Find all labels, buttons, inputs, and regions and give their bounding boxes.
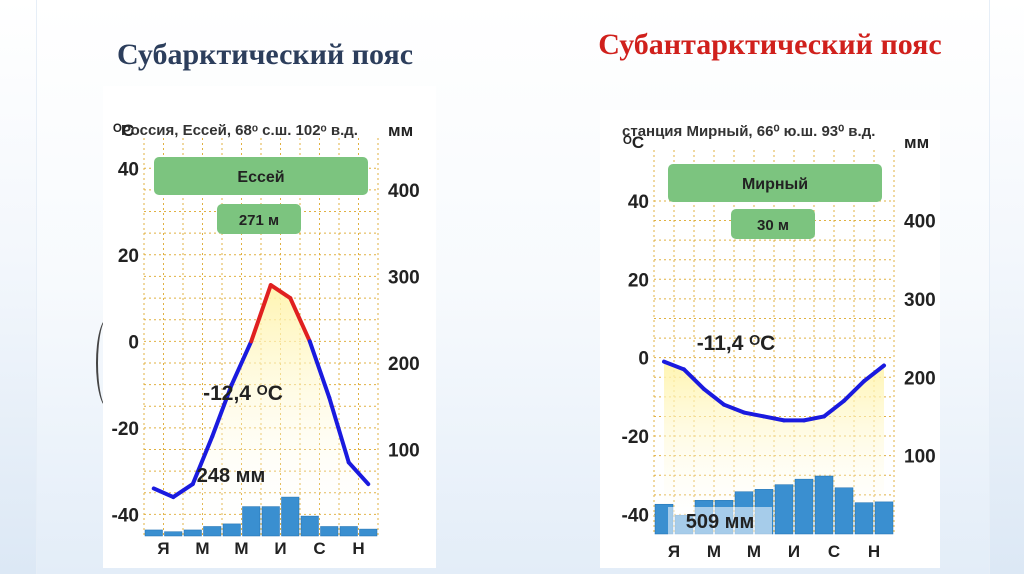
precip-axis-unit: мм [388, 121, 413, 140]
elevation-label-box [217, 204, 301, 234]
station-name: Мирный [742, 176, 808, 193]
month-label: Н [868, 542, 880, 561]
temp-line-positive-segment [288, 296, 312, 344]
month-label: М [707, 542, 721, 561]
month-label: М [747, 542, 761, 561]
climate-chart-mirny: станция Мирный, 66⁰ ю.ш. 93⁰ в.д. ᴼC мм 40 2… [600, 110, 940, 568]
month-label: Я [668, 542, 680, 561]
temp-tick-label: -20 [622, 427, 649, 448]
temp-line-segment [842, 379, 866, 403]
precip-bar [854, 502, 874, 535]
climate-chart-essey: Россия, Ессей, 68ᵒ с.ш. 102ᵒ в.д. ᴼC мм 40 2… [103, 86, 436, 568]
temp-axis-unit: ᴼC [113, 121, 134, 140]
temp-line-segment [722, 402, 746, 415]
precip-bar [300, 515, 319, 537]
precip-bar [834, 487, 854, 535]
temp-line-segment [762, 414, 786, 423]
elevation-label: 271 м [239, 212, 279, 229]
temp-line-segment [346, 460, 371, 487]
temp-line-segment [802, 414, 826, 423]
temp-area-fill [153, 285, 369, 536]
elevation-label: 30 м [757, 217, 789, 234]
temp-axis-unit: ᴼC [623, 133, 644, 152]
precip-bars [144, 496, 378, 537]
title-subarctic: Субарктический пояс [116, 38, 414, 71]
temp-line-positive-segment [268, 283, 293, 301]
climate-chart-mirny-svg: станция Мирный, 66⁰ ю.ш. 93⁰ в.д.ᴼC мм 40 2… [622, 123, 936, 561]
chart-title: Россия, Ессей, 68ᵒ с.ш. 102ᵒ в.д. [121, 122, 358, 139]
chart-title: станция Мирный, 66⁰ ю.ш. 93⁰ в.д. [622, 123, 875, 140]
temp-tick-label: -40 [112, 505, 139, 526]
precip-tick-label: 200 [388, 354, 420, 375]
temp-line-segment [662, 359, 686, 372]
temp-line-segment [702, 387, 726, 407]
temp-line-segment [171, 482, 195, 500]
temp-line-segment [229, 339, 254, 387]
month-label: М [234, 539, 248, 558]
precip-bar [242, 506, 261, 537]
temp-line-segment [682, 367, 706, 392]
decorative-arc [96, 318, 120, 408]
precip-bar [814, 475, 834, 535]
precip-bar [281, 496, 300, 537]
precip-bar [164, 531, 183, 537]
temp-tick-label: 20 [628, 270, 649, 291]
precip-bar [774, 484, 794, 535]
precip-axis-unit: мм [904, 133, 929, 152]
temp-line-segment [307, 339, 332, 400]
temp-line-segment [742, 410, 766, 419]
temp-tick-label: -40 [622, 505, 649, 526]
precip-bar [222, 523, 241, 537]
temp-tick-label: 0 [638, 349, 649, 370]
temp-line-segment [151, 486, 176, 500]
elevation-label-box [731, 209, 815, 239]
title-subantarctic: Субантарктический пояс [598, 28, 942, 61]
station-label-box [154, 157, 368, 195]
precip-tick-label: 300 [388, 267, 420, 288]
mean-temp-label: -12,4 ᴼC [203, 382, 283, 405]
temp-line-segment [190, 434, 215, 487]
temp-line-segment [210, 382, 234, 439]
temp-line-segment [862, 363, 886, 384]
precip-total-bg [668, 507, 772, 535]
station-name: Ессей [237, 169, 284, 186]
temp-line-segment [327, 395, 351, 465]
precip-bar [261, 506, 280, 537]
station-label-box [668, 164, 882, 202]
precip-bar [183, 529, 202, 537]
temp-tick-label: 40 [628, 192, 649, 213]
month-label: И [788, 542, 800, 561]
precip-tick-label: 200 [904, 368, 936, 389]
month-label: И [274, 539, 286, 558]
month-label: С [313, 539, 325, 558]
precip-total-label: 248 мм [197, 465, 266, 487]
month-label: М [195, 539, 209, 558]
mean-temp-label: -11,4 ᴼC [697, 332, 776, 355]
month-label: Н [352, 539, 364, 558]
precip-bar [144, 529, 163, 537]
precip-tick-label: 400 [388, 181, 420, 202]
precip-tick-label: 400 [904, 212, 936, 233]
month-label: С [828, 542, 840, 561]
precip-bar [874, 501, 894, 535]
precip-tick-label: 300 [904, 290, 936, 311]
temp-tick-label: -20 [112, 419, 139, 440]
precip-bar [794, 478, 814, 535]
precip-bar [320, 526, 339, 537]
temp-line-positive-segment [249, 283, 273, 344]
precip-tick-label: 100 [388, 440, 420, 461]
temp-tick-label: 20 [118, 246, 139, 267]
precip-bar [339, 526, 358, 537]
precip-tick-label: 100 [904, 447, 936, 468]
climate-chart-essey-svg: Россия, Ессей, 68ᵒ с.ш. 102ᵒ в.д.ᴼC мм 40 2… [112, 121, 420, 558]
month-label: Я [157, 539, 169, 558]
precip-total-label: 509 мм [686, 511, 755, 533]
precip-bar [203, 526, 222, 537]
temp-tick-label: 40 [118, 159, 139, 180]
temp-tick-label: 0 [128, 332, 139, 353]
precip-bar [359, 528, 378, 537]
temp-line-segment [822, 398, 846, 419]
